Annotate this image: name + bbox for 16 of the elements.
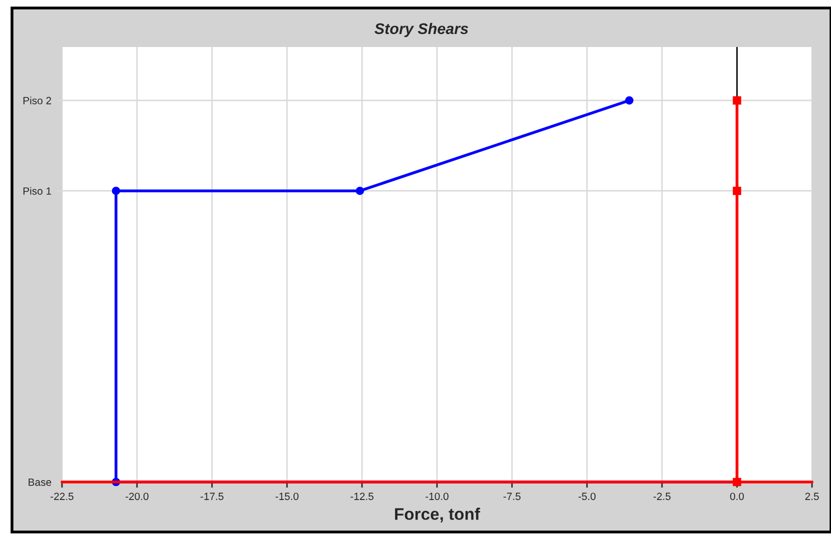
x-tick-label: -20.0 [126, 492, 148, 500]
ref-line-label: Piso 1 [23, 187, 52, 195]
chart-title: Story Shears [374, 22, 468, 38]
x-tick-label: 2.5 [805, 492, 819, 500]
x-tick-label: 0.0 [730, 492, 744, 500]
x-tick-label: -15.0 [276, 492, 298, 500]
x-axis-title: Force, tonf [395, 508, 480, 522]
x-tick-label: -5.0 [578, 492, 596, 500]
x-tick-label: -17.5 [200, 492, 224, 500]
x-tick-label: -22.5 [50, 492, 74, 500]
x-tick-label: -7.5 [503, 492, 521, 500]
x-tick-label: -10.0 [426, 492, 448, 500]
ref-line-label: Piso 2 [23, 96, 52, 104]
ref-line-label: Base [28, 478, 52, 486]
x-tick-label: -12.5 [350, 492, 374, 500]
x-tick-label: -2.5 [653, 492, 671, 500]
